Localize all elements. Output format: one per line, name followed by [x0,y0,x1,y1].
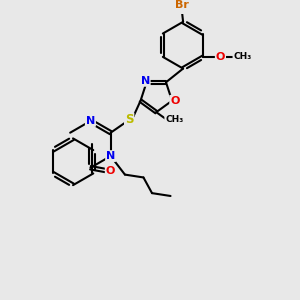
Text: O: O [170,96,179,106]
Text: CH₃: CH₃ [165,115,183,124]
Text: O: O [216,52,225,62]
Text: CH₃: CH₃ [233,52,251,62]
Text: N: N [140,76,150,86]
Text: N: N [106,151,115,161]
Text: Br: Br [175,0,189,10]
Text: N: N [86,116,95,126]
Text: O: O [106,166,115,176]
Text: S: S [125,113,134,126]
